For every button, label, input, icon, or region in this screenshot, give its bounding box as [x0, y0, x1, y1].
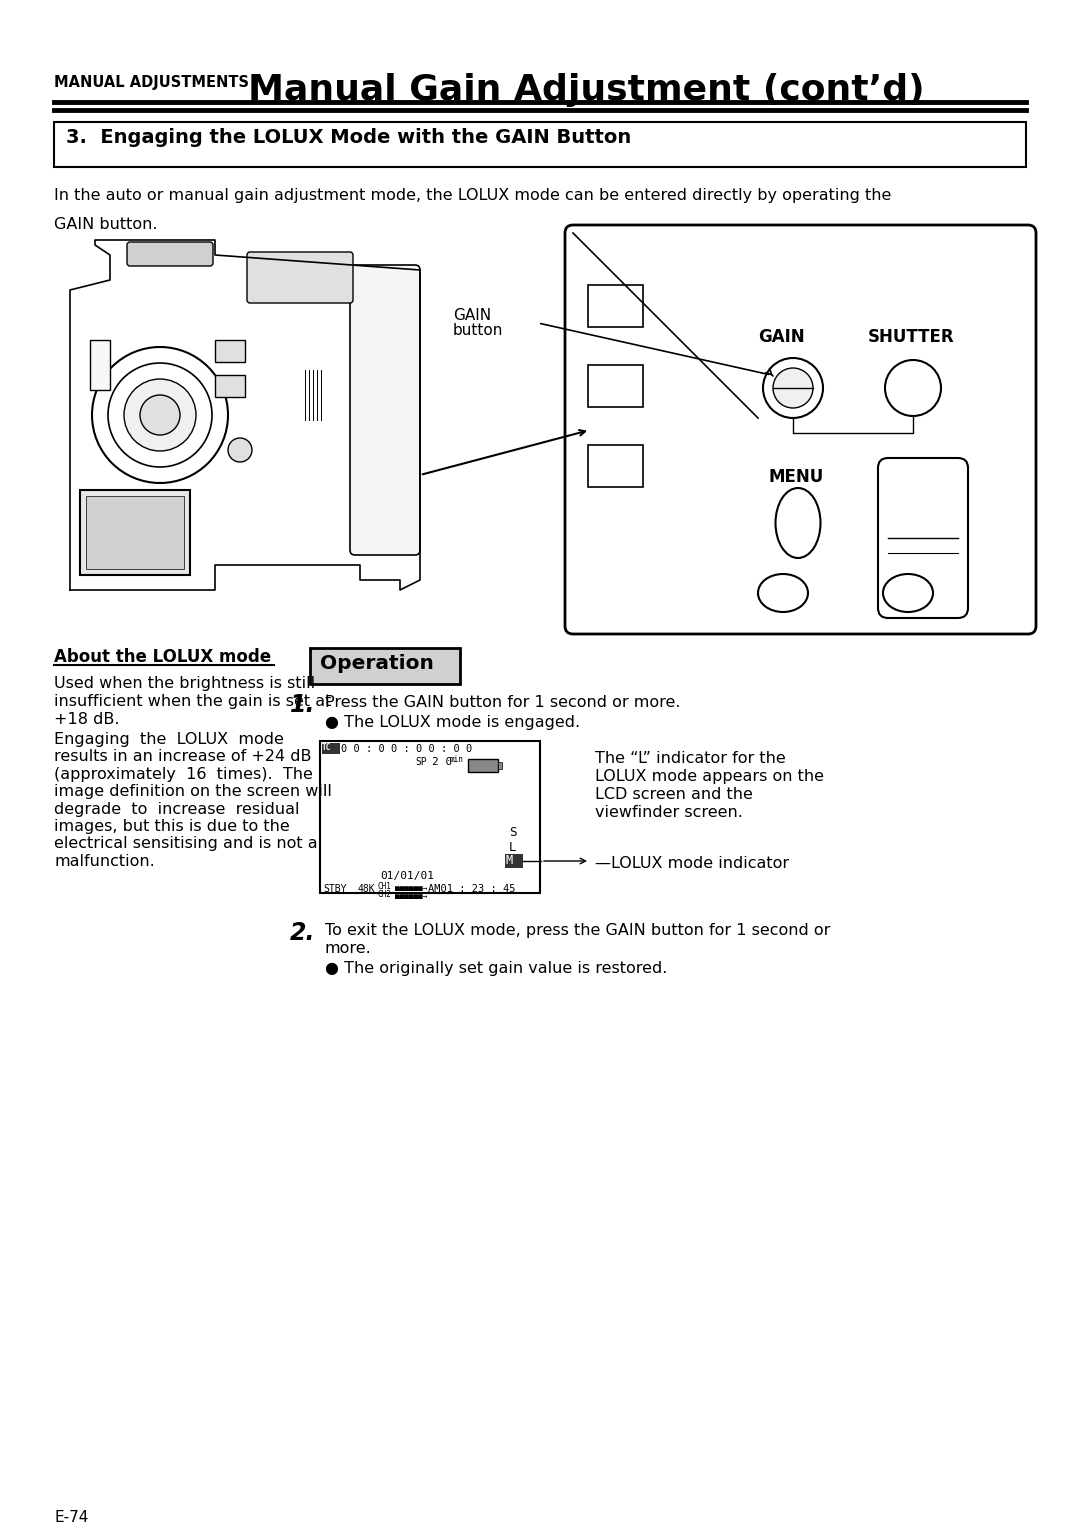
Text: ■■■■■■→: ■■■■■■→: [395, 891, 428, 901]
Bar: [498, 761, 502, 769]
FancyBboxPatch shape: [247, 252, 353, 303]
Bar: [468, 758, 498, 772]
Text: 48K: 48K: [357, 884, 375, 894]
Text: SHUTTER: SHUTTER: [868, 329, 955, 346]
Bar: [90, 339, 110, 390]
Bar: [505, 855, 523, 868]
Text: MENU: MENU: [768, 468, 823, 486]
FancyBboxPatch shape: [878, 459, 968, 618]
Text: Press the GAIN button for 1 second or more.: Press the GAIN button for 1 second or mo…: [325, 696, 680, 709]
Text: 0 0 : 0 0 : 0 0 : 0 0: 0 0 : 0 0 : 0 0 : 0 0: [341, 745, 472, 754]
Text: 2 0: 2 0: [432, 757, 453, 768]
Text: LOLUX mode appears on the: LOLUX mode appears on the: [595, 769, 824, 784]
Text: —LOLUX mode indicator: —LOLUX mode indicator: [595, 856, 789, 872]
Text: insufficient when the gain is set at: insufficient when the gain is set at: [54, 694, 332, 709]
Text: Used when the brightness is still: Used when the brightness is still: [54, 676, 315, 691]
Text: In the auto or manual gain adjustment mode, the LOLUX mode can be entered direct: In the auto or manual gain adjustment mo…: [54, 188, 891, 203]
FancyBboxPatch shape: [350, 265, 420, 555]
Text: About the LOLUX mode: About the LOLUX mode: [54, 648, 271, 667]
Text: 2.: 2.: [291, 920, 315, 945]
Bar: [310, 648, 460, 683]
Text: L: L: [510, 841, 516, 855]
Text: button: button: [453, 323, 503, 338]
Circle shape: [92, 347, 228, 483]
Bar: [322, 743, 340, 754]
Circle shape: [885, 359, 941, 416]
Text: Engaging  the  LOLUX  mode
results in an increase of +24 dB
(approximately  16  : Engaging the LOLUX mode results in an in…: [54, 732, 332, 868]
Text: MANUAL ADJUSTMENTS: MANUAL ADJUSTMENTS: [54, 75, 249, 90]
Circle shape: [228, 437, 252, 462]
Circle shape: [124, 379, 195, 451]
Text: 1.: 1.: [291, 693, 315, 717]
Text: Operation: Operation: [320, 654, 434, 673]
Bar: [588, 445, 643, 488]
Bar: [54, 122, 1026, 167]
FancyBboxPatch shape: [565, 225, 1036, 635]
Bar: [320, 742, 540, 893]
Ellipse shape: [883, 573, 933, 612]
Circle shape: [773, 368, 813, 408]
Text: SP: SP: [415, 757, 427, 768]
Bar: [86, 495, 184, 569]
Text: +18 dB.: +18 dB.: [54, 713, 120, 726]
Circle shape: [108, 362, 212, 466]
Text: E-74: E-74: [54, 1511, 89, 1524]
Text: GAIN: GAIN: [758, 329, 805, 346]
Text: ■■■■■■→: ■■■■■■→: [395, 884, 428, 893]
Text: The “L” indicator for the: The “L” indicator for the: [595, 751, 786, 766]
Circle shape: [762, 358, 823, 417]
Text: STBY: STBY: [323, 884, 347, 894]
Text: ● The LOLUX mode is engaged.: ● The LOLUX mode is engaged.: [325, 716, 580, 729]
Text: 3.  Engaging the LOLUX Mode with the GAIN Button: 3. Engaging the LOLUX Mode with the GAIN…: [66, 128, 631, 147]
Bar: [215, 339, 245, 362]
Text: To exit the LOLUX mode, press the GAIN button for 1 second or: To exit the LOLUX mode, press the GAIN b…: [325, 924, 831, 937]
Text: min: min: [450, 755, 464, 764]
Ellipse shape: [758, 573, 808, 612]
Bar: [588, 365, 643, 407]
Bar: [54, 240, 430, 625]
FancyBboxPatch shape: [127, 242, 213, 266]
Text: viewfinder screen.: viewfinder screen.: [595, 804, 743, 820]
Bar: [588, 284, 643, 327]
Ellipse shape: [775, 488, 821, 558]
Text: GAIN button.: GAIN button.: [54, 217, 158, 232]
Text: 01/01/01: 01/01/01: [380, 872, 434, 881]
Circle shape: [140, 394, 180, 434]
Text: CH1: CH1: [378, 882, 392, 891]
Text: CH2: CH2: [378, 890, 392, 899]
Text: LCD screen and the: LCD screen and the: [595, 787, 753, 803]
Text: more.: more.: [325, 940, 372, 956]
Text: Manual Gain Adjustment (cont’d): Manual Gain Adjustment (cont’d): [248, 73, 924, 107]
Bar: [80, 489, 190, 575]
Text: S: S: [510, 826, 516, 839]
Text: ● The originally set gain value is restored.: ● The originally set gain value is resto…: [325, 962, 667, 976]
Text: M: M: [507, 855, 513, 867]
Text: GAIN: GAIN: [453, 307, 491, 323]
Text: AM01 : 23 : 45: AM01 : 23 : 45: [428, 884, 515, 894]
Bar: [215, 375, 245, 398]
Text: TC: TC: [322, 743, 332, 752]
